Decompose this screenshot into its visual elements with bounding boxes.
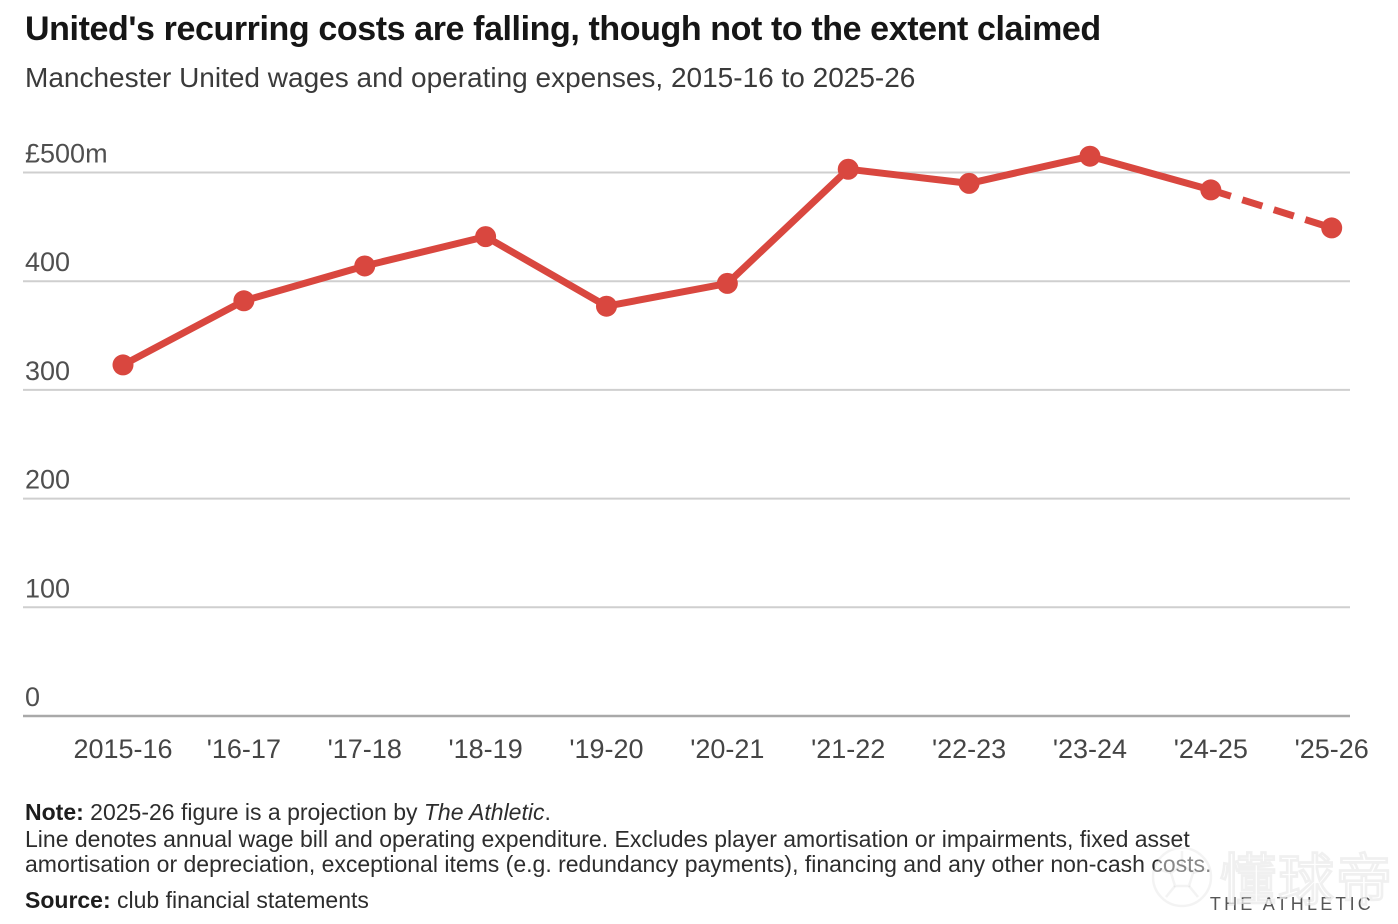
chart-subtitle: Manchester United wages and operating ex… xyxy=(25,62,916,93)
chart-note-line-3: amortisation or depreciation, exceptiona… xyxy=(25,851,1212,877)
x-tick-label: '25-26 xyxy=(1295,734,1369,764)
data-point xyxy=(958,172,980,194)
y-tick-label: £500m xyxy=(25,139,108,169)
data-point xyxy=(1200,179,1222,201)
y-tick-label: 200 xyxy=(25,465,70,495)
y-tick-label: 300 xyxy=(25,356,70,386)
data-point xyxy=(1321,217,1343,239)
x-tick-label: '22-23 xyxy=(932,734,1006,764)
data-point xyxy=(595,295,617,317)
chart-source-line: Source: club financial statements xyxy=(25,887,369,914)
data-point xyxy=(112,354,134,376)
data-point xyxy=(1079,145,1101,167)
x-tick-label: '23-24 xyxy=(1053,734,1127,764)
x-tick-label: 2015-16 xyxy=(73,734,172,764)
data-point xyxy=(354,255,376,277)
y-tick-label: 0 xyxy=(25,682,40,712)
projection-dashed-line xyxy=(1209,186,1333,232)
line-chart-plot-area: 0 100 200 300 400 £500m 2015-16 '16-17 '17-18 '18… xyxy=(23,139,1369,764)
x-tick-label: '17-18 xyxy=(328,734,402,764)
data-point xyxy=(475,226,497,248)
the-athletic-logotype: THE ATHLETIC xyxy=(1209,894,1374,914)
x-tick-label: '18-19 xyxy=(449,734,523,764)
source-label: Source: xyxy=(25,887,111,913)
x-tick-label: '20-21 xyxy=(690,734,764,764)
chart-note-line-1: Note: 2025-26 figure is a projection by … xyxy=(25,799,551,826)
data-point xyxy=(837,158,859,180)
chart-title: United's recurring costs are falling, th… xyxy=(25,10,1101,48)
y-tick-label: 100 xyxy=(25,573,70,603)
x-tick-label: '16-17 xyxy=(207,734,281,764)
source-text: club financial statements xyxy=(110,887,369,913)
x-tick-label: '19-20 xyxy=(569,734,643,764)
x-tick-label: '21-22 xyxy=(811,734,885,764)
y-tick-label: 400 xyxy=(25,247,70,277)
note-text: 2025-26 figure is a projection by xyxy=(83,799,424,825)
series-line xyxy=(121,152,1212,368)
data-point xyxy=(716,272,738,294)
chart-note-line-2: Line denotes annual wage bill and operat… xyxy=(25,826,1190,852)
note-period: . xyxy=(544,799,551,825)
note-italic-publication: The Athletic xyxy=(423,799,545,825)
note-label: Note: xyxy=(25,799,84,825)
data-point xyxy=(233,290,255,312)
x-tick-label: '24-25 xyxy=(1174,734,1248,764)
